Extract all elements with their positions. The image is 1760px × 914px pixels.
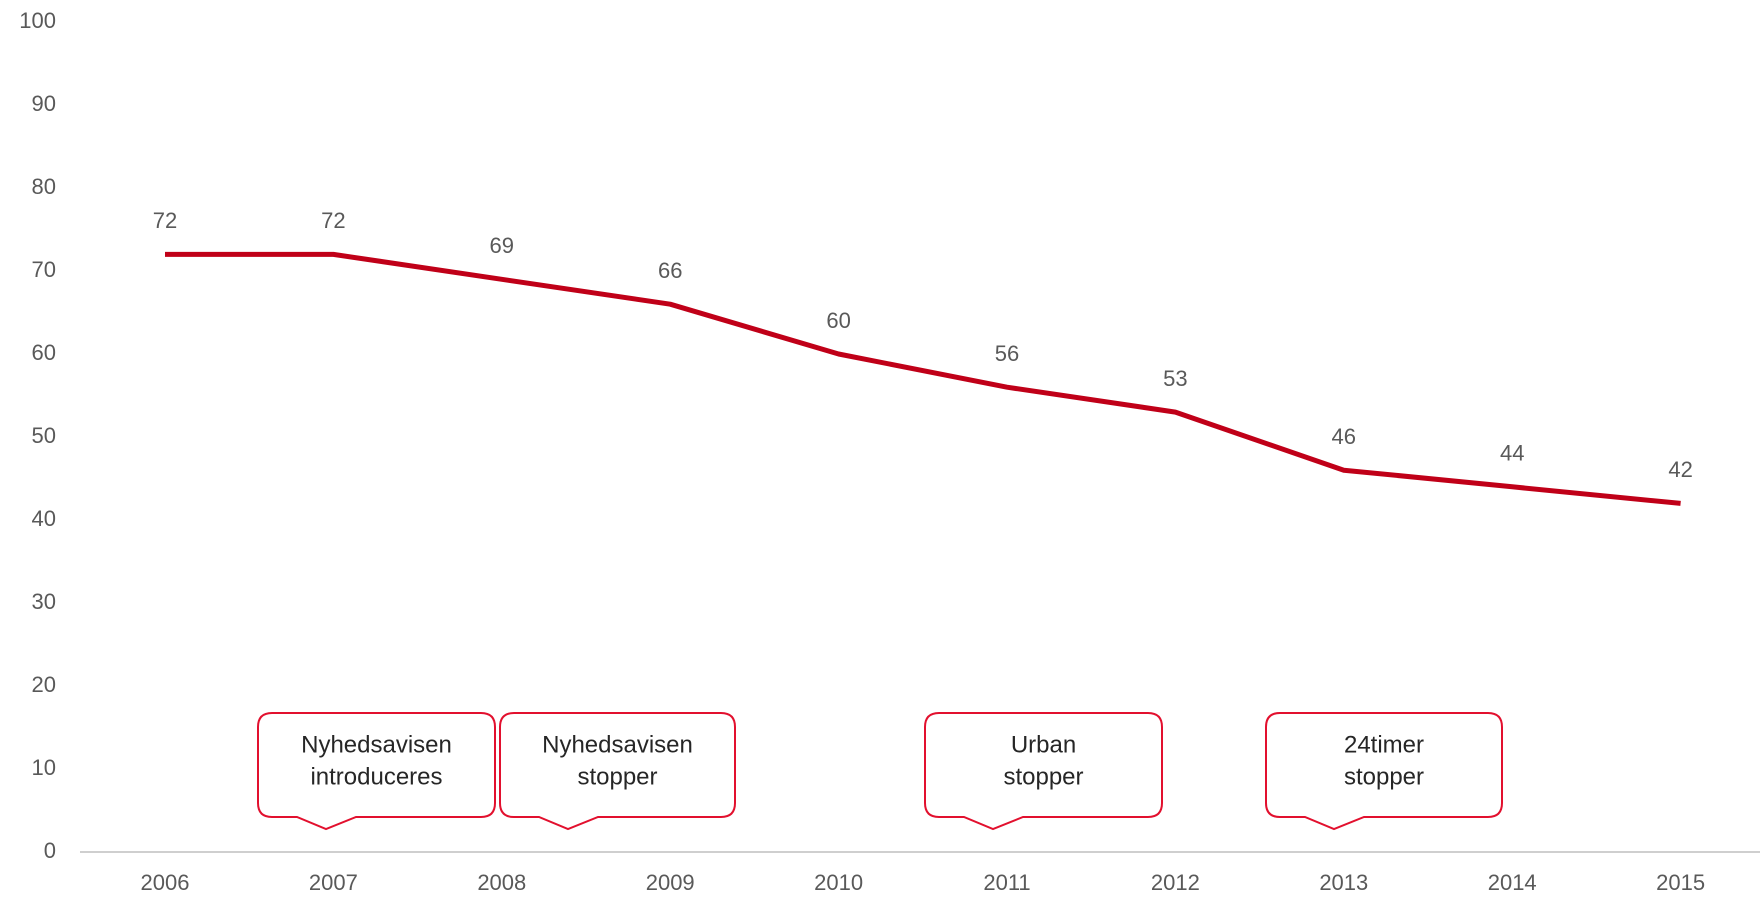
callout-text: Urban [1011,731,1076,758]
y-tick-label: 40 [32,506,56,531]
data-label: 42 [1668,457,1692,482]
callout-text: 24timer [1344,731,1424,758]
y-tick-label: 20 [32,672,56,697]
data-label: 46 [1332,424,1356,449]
line-series [165,251,1681,506]
callout-text: Nyhedsavisen [301,731,452,758]
callout: 24timer stopper [1265,712,1503,831]
data-label: 72 [153,208,177,233]
x-tick-label: 2015 [1656,870,1705,895]
y-tick-label: 80 [32,174,56,199]
x-tick-label: 2011 [983,870,1030,895]
callout-text: stopper [577,763,657,790]
data-label: 56 [995,341,1019,366]
callout-box [499,712,736,831]
y-tick-label: 70 [32,257,56,282]
y-tick-label: 100 [19,8,56,33]
callout: Nyhedsavisen stopper [499,712,736,831]
callout: Urban stopper [924,712,1163,831]
x-tick-label: 2007 [309,870,358,895]
y-tick-label: 60 [32,340,56,365]
data-label: 53 [1163,366,1187,391]
callout-text: stopper [1344,763,1424,790]
y-tick-label: 10 [32,755,56,780]
data-label: 72 [321,208,345,233]
x-tick-label: 2008 [477,870,526,895]
x-tick-label: 2010 [814,870,863,895]
x-tick-label: 2006 [141,870,190,895]
data-label: 44 [1500,441,1524,466]
data-label: 60 [826,308,850,333]
x-tick-label: 2012 [1151,870,1200,895]
callout-text: stopper [1003,763,1083,790]
callout-box [924,712,1163,831]
y-tick-label: 90 [32,91,56,116]
x-tick-label: 2009 [646,870,695,895]
callout-box [1265,712,1503,831]
y-tick-label: 50 [32,423,56,448]
callout-text: introduceres [310,763,442,790]
y-tick-label: 0 [44,838,56,863]
data-label: 66 [658,258,682,283]
x-tick-label: 2014 [1488,870,1537,895]
callout-box [257,712,496,831]
y-tick-label: 30 [32,589,56,614]
data-label: 69 [490,233,514,258]
callout-text: Nyhedsavisen [542,731,693,758]
callout: Nyhedsavisen introduceres [257,712,496,831]
x-tick-label: 2013 [1319,870,1368,895]
